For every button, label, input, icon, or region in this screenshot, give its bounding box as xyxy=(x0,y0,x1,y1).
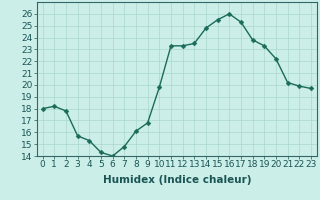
X-axis label: Humidex (Indice chaleur): Humidex (Indice chaleur) xyxy=(102,175,251,185)
